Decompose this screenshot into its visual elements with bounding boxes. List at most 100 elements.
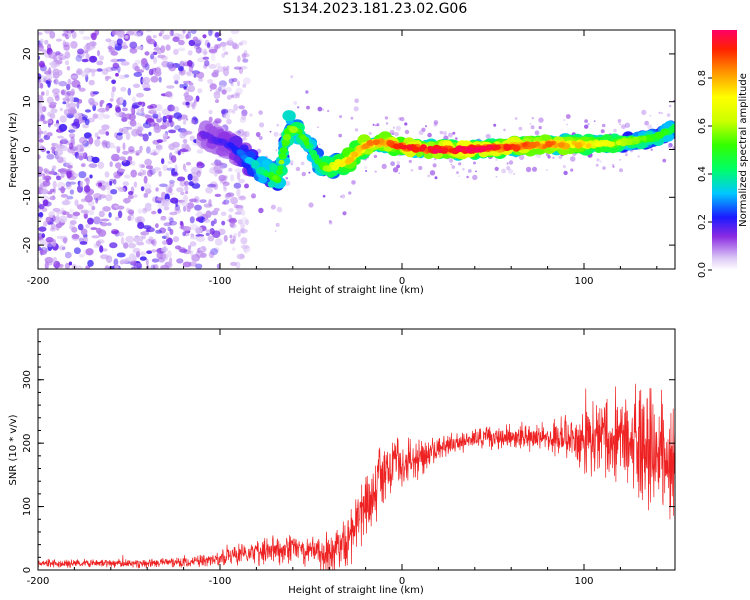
scatter-dot — [396, 160, 401, 165]
noise-blob — [95, 198, 99, 204]
noise-blob — [167, 250, 172, 258]
noise-blob — [111, 229, 119, 235]
noise-blob — [191, 103, 196, 110]
noise-blob — [98, 210, 105, 218]
noise-blob — [78, 254, 85, 258]
noise-blob — [232, 43, 240, 50]
noise-blob — [55, 210, 64, 215]
scatter-dot — [641, 109, 647, 115]
scatter-dot — [197, 88, 203, 94]
noise-blob — [60, 145, 68, 152]
noise-blob — [110, 189, 118, 195]
noise-blob — [147, 38, 156, 45]
noise-blob — [52, 195, 56, 201]
noise-blob — [79, 30, 85, 35]
noise-blob — [223, 186, 228, 192]
noise-blob — [45, 80, 49, 85]
scatter-dot — [563, 118, 566, 122]
noise-blob — [241, 216, 248, 224]
noise-blob — [145, 238, 154, 245]
noise-blob — [144, 158, 153, 166]
noise-blob — [176, 187, 184, 193]
noise-blob — [78, 87, 86, 92]
noise-blob — [119, 156, 126, 161]
ridge-blob — [227, 142, 234, 148]
noise-blob — [65, 168, 73, 176]
noise-blob — [155, 229, 163, 234]
noise-blob — [115, 72, 119, 77]
noise-blob — [240, 228, 248, 234]
noise-blob — [100, 254, 109, 260]
noise-blob — [46, 153, 55, 160]
noise-blob — [42, 120, 48, 125]
noise-blob — [82, 36, 91, 40]
scatter-dot — [353, 106, 359, 112]
noise-blob — [132, 83, 141, 89]
spectrogram-marks — [25, 30, 675, 269]
noise-blob — [28, 133, 35, 139]
noise-blob — [149, 168, 156, 176]
noise-blob — [84, 109, 92, 113]
scatter-dot — [275, 222, 280, 227]
noise-blob — [138, 133, 145, 137]
noise-blob — [93, 216, 101, 225]
noise-blob — [25, 227, 33, 230]
noise-blob — [54, 95, 60, 102]
ridge-blob — [251, 160, 260, 167]
noise-blob — [109, 181, 113, 186]
noise-blob — [163, 222, 172, 227]
noise-blob — [38, 32, 43, 36]
noise-blob — [77, 223, 84, 231]
noise-blob — [32, 75, 35, 79]
ridge-blob — [348, 156, 355, 163]
noise-blob — [183, 130, 193, 135]
noise-blob — [132, 247, 141, 254]
noise-blob — [74, 265, 83, 269]
noise-blob — [159, 216, 167, 222]
noise-blob — [51, 142, 59, 147]
noise-blob — [145, 165, 153, 170]
noise-blob — [231, 247, 236, 251]
ridge-blob — [427, 145, 433, 151]
noise-blob — [229, 197, 238, 203]
noise-blob — [91, 235, 100, 239]
noise-blob — [207, 183, 217, 188]
noise-blob — [38, 54, 41, 61]
noise-blob — [224, 112, 231, 120]
noise-blob — [135, 251, 141, 258]
noise-blob — [156, 144, 163, 151]
noise-blob — [84, 118, 90, 126]
scatter-dot — [563, 170, 568, 176]
noise-blob — [128, 253, 136, 262]
noise-blob — [114, 264, 119, 269]
noise-blob — [38, 204, 45, 210]
noise-blob — [233, 92, 241, 96]
snr-marks — [38, 383, 675, 570]
noise-blob — [167, 104, 175, 112]
noise-blob — [110, 90, 115, 99]
noise-blob — [45, 216, 52, 224]
colorbar: 0.0 0.2 0.4 0.6 0.8 Normalized spectral ampl… — [697, 30, 749, 278]
snr-xlabel: Height of straight line (km) — [288, 585, 424, 596]
noise-blob — [90, 227, 98, 231]
noise-blob — [128, 146, 135, 153]
noise-blob — [93, 193, 102, 199]
noise-blob — [157, 54, 166, 59]
noise-blob — [193, 73, 197, 78]
scatter-dot — [257, 135, 260, 138]
ridge-blob — [407, 146, 414, 151]
ridge-blob — [279, 146, 288, 154]
ridge-blob — [432, 148, 439, 154]
noise-blob — [196, 149, 204, 154]
noise-blob — [88, 68, 98, 73]
ridge-blob — [282, 110, 296, 122]
noise-blob — [46, 150, 50, 154]
ridge-blob — [278, 159, 285, 165]
noise-blob — [191, 254, 201, 262]
noise-blob — [213, 69, 220, 75]
noise-blob — [127, 194, 134, 200]
noise-blob — [42, 180, 51, 187]
noise-blob — [205, 229, 211, 233]
noise-blob — [26, 135, 35, 138]
noise-blob — [169, 179, 175, 184]
